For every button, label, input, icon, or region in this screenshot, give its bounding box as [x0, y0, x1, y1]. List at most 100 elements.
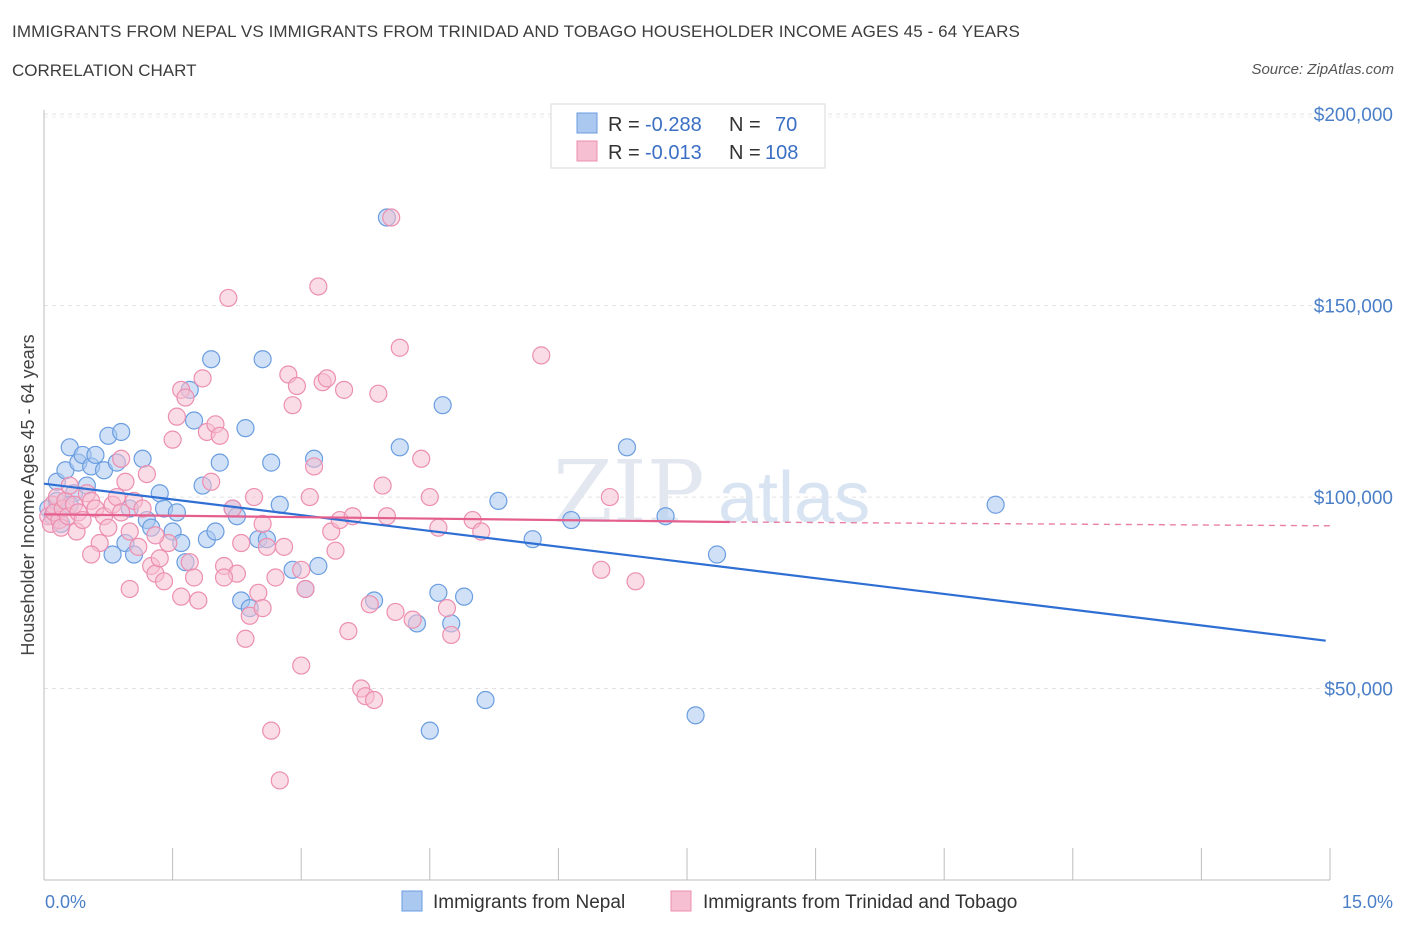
point-trinidad[interactable]	[373, 476, 392, 495]
point-trinidad[interactable]	[266, 568, 285, 587]
point-nepal[interactable]	[86, 445, 105, 465]
point-nepal[interactable]	[133, 449, 152, 468]
point-nepal[interactable]	[167, 503, 186, 522]
point-trinidad[interactable]	[82, 545, 101, 564]
point-trinidad[interactable]	[403, 610, 422, 629]
point-trinidad[interactable]	[270, 771, 289, 790]
x-tick-labels: 0.0% 15.0%	[45, 892, 1393, 912]
point-nepal[interactable]	[429, 583, 448, 602]
point-trinidad[interactable]	[326, 541, 345, 560]
point-nepal[interactable]	[309, 556, 328, 576]
point-trinidad[interactable]	[287, 376, 307, 396]
y-tick-label: $100,000	[1314, 488, 1393, 509]
point-trinidad[interactable]	[172, 587, 191, 606]
y-tick-label: $200,000	[1314, 105, 1393, 126]
point-trinidad[interactable]	[176, 388, 195, 407]
point-trinidad[interactable]	[600, 487, 619, 507]
point-trinidad[interactable]	[334, 380, 354, 399]
point-trinidad[interactable]	[377, 507, 397, 526]
point-trinidad[interactable]	[360, 595, 379, 614]
trend-line-trinidad-extrapolated	[729, 521, 1331, 527]
point-trinidad[interactable]	[163, 430, 182, 449]
point-trinidad[interactable]	[112, 503, 131, 522]
watermark-zip: ZIP	[553, 443, 705, 543]
point-trinidad[interactable]	[189, 591, 208, 610]
point-nepal[interactable]	[206, 522, 225, 541]
point-trinidad[interactable]	[292, 560, 311, 579]
point-trinidad[interactable]	[437, 599, 457, 618]
point-nepal[interactable]	[112, 422, 131, 442]
point-nepal[interactable]	[270, 495, 289, 514]
point-trinidad[interactable]	[317, 369, 337, 388]
point-trinidad[interactable]	[283, 396, 302, 415]
legend-swatch-nepal	[401, 890, 423, 912]
point-trinidad[interactable]	[412, 449, 431, 468]
point-trinidad[interactable]	[112, 449, 131, 468]
point-trinidad[interactable]	[214, 568, 234, 587]
point-trinidad[interactable]	[364, 690, 384, 710]
point-trinidad[interactable]	[382, 208, 401, 227]
point-trinidad[interactable]	[146, 526, 165, 545]
trend-line-trinidad	[43, 513, 730, 524]
point-nepal[interactable]	[617, 438, 637, 457]
point-trinidad[interactable]	[257, 537, 277, 556]
point-nepal[interactable]	[686, 706, 705, 725]
point-nepal[interactable]	[707, 545, 727, 564]
point-trinidad[interactable]	[129, 537, 148, 556]
point-trinidad[interactable]	[150, 549, 169, 568]
point-nepal[interactable]	[262, 453, 281, 472]
legend-swatch-trinidad	[576, 140, 598, 162]
point-nepal[interactable]	[103, 545, 122, 564]
point-trinidad[interactable]	[193, 369, 212, 388]
point-nepal[interactable]	[433, 396, 452, 415]
point-nepal[interactable]	[184, 411, 204, 430]
point-trinidad[interactable]	[167, 407, 186, 426]
point-trinidad[interactable]	[369, 384, 388, 403]
point-trinidad[interactable]	[244, 487, 264, 507]
point-trinidad[interactable]	[420, 487, 439, 507]
point-trinidad[interactable]	[309, 277, 328, 296]
point-trinidad[interactable]	[232, 533, 251, 553]
legend-r-value-trinidad: -0.013	[645, 142, 702, 164]
point-trinidad[interactable]	[249, 583, 268, 602]
point-trinidad[interactable]	[296, 579, 315, 599]
point-trinidad[interactable]	[154, 572, 174, 591]
point-trinidad[interactable]	[133, 499, 152, 518]
point-trinidad[interactable]	[210, 426, 229, 445]
point-trinidad[interactable]	[339, 621, 358, 641]
point-trinidad[interactable]	[292, 656, 311, 675]
point-nepal[interactable]	[420, 721, 439, 740]
point-nepal[interactable]	[236, 419, 255, 438]
point-nepal[interactable]	[454, 587, 474, 606]
point-trinidad[interactable]	[202, 472, 221, 491]
point-trinidad[interactable]	[253, 599, 272, 618]
axes	[43, 110, 1331, 881]
point-trinidad[interactable]	[120, 579, 139, 599]
point-trinidad[interactable]	[253, 514, 272, 533]
point-trinidad[interactable]	[390, 338, 409, 357]
point-trinidad[interactable]	[120, 522, 139, 541]
point-trinidad[interactable]	[626, 572, 645, 591]
point-trinidad[interactable]	[262, 721, 281, 740]
point-trinidad[interactable]	[300, 487, 319, 507]
point-nepal[interactable]	[253, 350, 272, 369]
point-trinidad[interactable]	[592, 560, 611, 579]
point-trinidad[interactable]	[180, 553, 199, 572]
point-trinidad[interactable]	[274, 537, 294, 556]
point-trinidad[interactable]	[116, 472, 135, 491]
point-nepal[interactable]	[202, 350, 221, 369]
point-trinidad[interactable]	[532, 346, 551, 365]
point-trinidad[interactable]	[137, 464, 156, 484]
point-nepal[interactable]	[476, 690, 495, 710]
point-trinidad[interactable]	[184, 568, 204, 587]
point-nepal[interactable]	[986, 495, 1005, 514]
point-trinidad[interactable]	[99, 518, 118, 537]
point-nepal[interactable]	[489, 491, 508, 511]
point-trinidad[interactable]	[236, 629, 255, 648]
point-trinidad[interactable]	[386, 602, 405, 622]
point-nepal[interactable]	[390, 438, 409, 457]
point-trinidad[interactable]	[219, 288, 238, 308]
point-trinidad[interactable]	[442, 625, 461, 645]
point-nepal[interactable]	[210, 453, 229, 472]
point-trinidad[interactable]	[304, 457, 324, 476]
